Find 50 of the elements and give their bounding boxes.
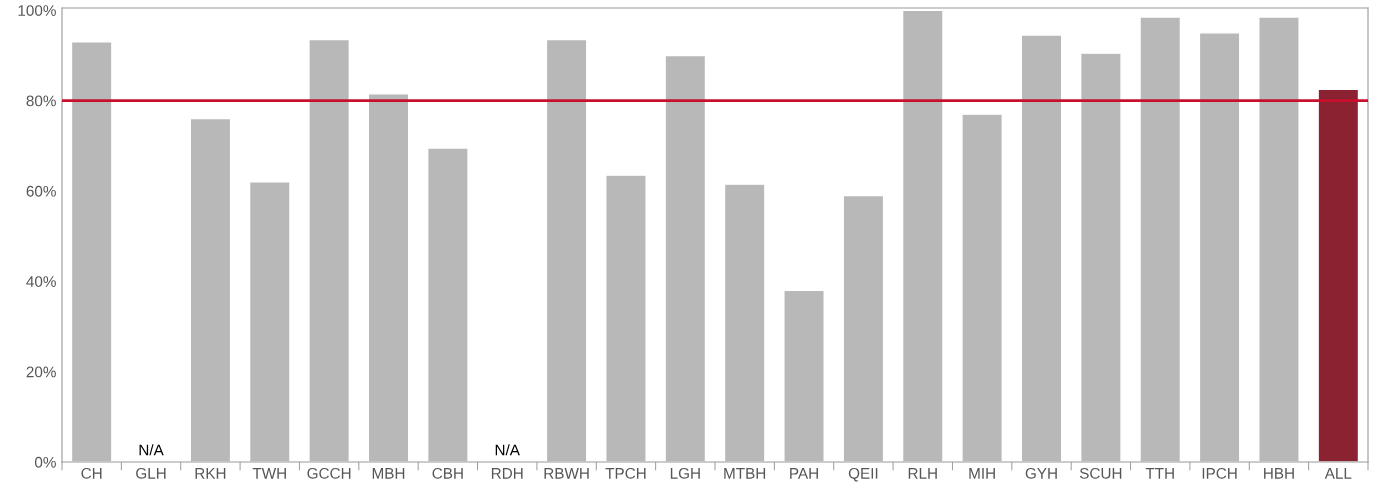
x-tick-label: CH (81, 467, 102, 479)
y-tick-label: 60% (26, 185, 56, 197)
y-tick-label: 80% (26, 95, 56, 107)
x-tick-label: IPCH (1202, 467, 1237, 479)
bar (367, 93, 410, 462)
bar (308, 38, 351, 462)
x-tick-label: TWH (252, 468, 286, 479)
x-tick-label: RBWH (544, 468, 589, 479)
y-tick-label: 0% (34, 456, 56, 468)
x-tick-label: PAH (790, 468, 818, 479)
x-tick-label: GCCH (307, 467, 351, 479)
x-tick-label: TTH (1145, 468, 1174, 479)
bar (70, 41, 113, 462)
x-tick-label: ALL (1324, 468, 1352, 479)
y-tick-label: 20% (26, 366, 56, 378)
bar (1079, 52, 1122, 462)
x-tick-label: GYH (1025, 467, 1057, 479)
bar (426, 147, 469, 462)
bar (842, 194, 885, 462)
bar (664, 54, 707, 462)
x-tick-label: RKH (195, 468, 226, 479)
x-tick-label: SCUH (1079, 467, 1122, 479)
bar (1198, 32, 1241, 462)
x-tick-label: TPCH (605, 467, 646, 479)
x-tick-label: QEII (848, 467, 878, 482)
x-tick-label: LGH (670, 467, 700, 479)
bar (189, 117, 232, 462)
bar (1258, 16, 1300, 462)
x-tick-label: MIH (969, 468, 995, 479)
bar (723, 183, 766, 462)
bar (605, 174, 647, 462)
x-tick-label: MBH (372, 468, 405, 479)
bar (1139, 16, 1182, 462)
x-tick-label: RDH (491, 468, 523, 479)
x-tick-label: CBH (432, 467, 463, 479)
y-tick-label: 40% (26, 276, 56, 287)
text: N/A (495, 444, 520, 456)
bar (248, 181, 291, 462)
x-tick-label: HBH (1264, 468, 1294, 479)
x-tick-label: GLH (136, 467, 166, 479)
bar (1020, 34, 1063, 462)
x-tick-label: MTBH (724, 468, 766, 479)
x-tick-label: RLH (908, 468, 937, 479)
bar (545, 38, 588, 462)
bar (901, 9, 944, 462)
bar (1317, 88, 1360, 462)
bar (961, 113, 1004, 462)
text: N/A (139, 444, 164, 456)
y-tick-label: 100% (18, 5, 56, 16)
bar (783, 289, 825, 462)
